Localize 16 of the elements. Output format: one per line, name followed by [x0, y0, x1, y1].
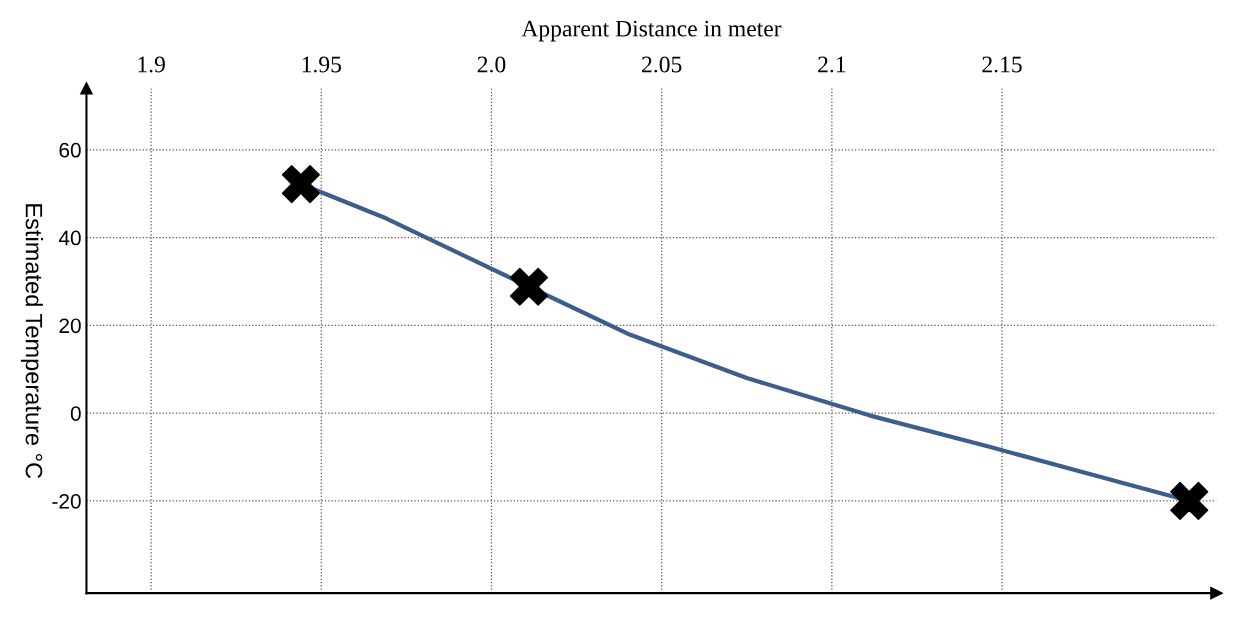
- x-tick-label: 2.1: [818, 56, 846, 73]
- x-tick-label: 2.15: [982, 56, 1022, 73]
- y-tick-label: 60: [59, 142, 81, 158]
- y-tick-label: 0: [70, 406, 81, 421]
- point: [281, 164, 320, 204]
- x-tick-label: 2.05: [642, 56, 682, 73]
- x-tick-label: 1.95: [302, 56, 342, 73]
- y-tick-label: 20: [59, 318, 81, 334]
- x-tick-label: 2.0: [477, 56, 506, 73]
- point: [509, 267, 548, 306]
- y-axis-title: Estimated Temperature °C: [20, 204, 43, 479]
- point: [1170, 481, 1209, 521]
- x-tick-label: 1.9: [138, 56, 165, 73]
- y-tick-label: 40: [58, 230, 81, 246]
- y-tick-label: -20: [52, 493, 81, 509]
- x-axis-title: Apparent Distance in meter: [521, 20, 782, 42]
